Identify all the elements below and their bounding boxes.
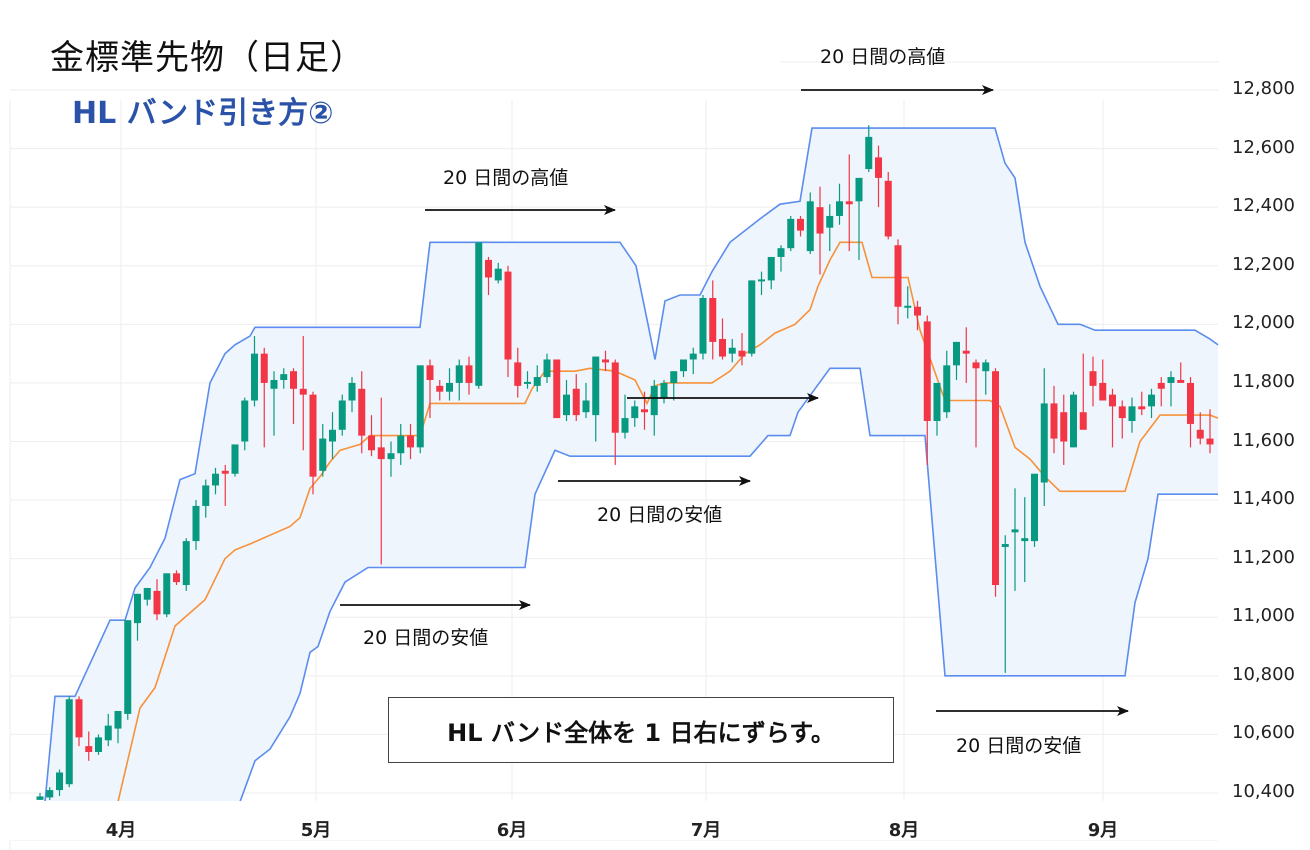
chart-title: 金標準先物（日足） bbox=[50, 38, 365, 78]
note-box: HL バンド全体を 1 日右にずらす。 bbox=[388, 697, 894, 763]
y-tick-label: 11,800 bbox=[1232, 370, 1295, 392]
annotation-arrows bbox=[340, 85, 1129, 716]
x-tick-label: 8月 bbox=[888, 820, 920, 841]
y-tick-label: 12,200 bbox=[1232, 253, 1295, 275]
y-tick-label: 10,800 bbox=[1232, 663, 1295, 685]
y-tick-label: 11,600 bbox=[1232, 429, 1295, 451]
y-tick-label: 12,000 bbox=[1232, 312, 1295, 334]
y-tick-label: 12,800 bbox=[1232, 78, 1295, 99]
y-tick-label: 11,400 bbox=[1232, 488, 1295, 510]
note-text: HL バンド全体を 1 日右にずらす。 bbox=[447, 718, 835, 747]
x-tick-label: 9月 bbox=[1087, 820, 1119, 841]
y-tick-label: 11,000 bbox=[1232, 605, 1295, 627]
y-tick-label: 12,600 bbox=[1232, 136, 1295, 158]
x-tick-label: 6月 bbox=[496, 820, 528, 841]
y-tick-label: 12,400 bbox=[1232, 195, 1295, 217]
annotation-label: 20 日間の安値 bbox=[956, 735, 1082, 757]
annotation-label: 20 日間の安値 bbox=[363, 627, 489, 649]
x-tick-label: 7月 bbox=[690, 820, 722, 841]
hl-band bbox=[10, 127, 1219, 803]
annotation-label: 20 日間の安値 bbox=[597, 504, 723, 526]
x-tick-label: 5月 bbox=[300, 820, 332, 841]
y-tick-label: 11,200 bbox=[1232, 546, 1295, 568]
x-tick-label: 4月 bbox=[105, 820, 137, 841]
y-tick-label: 10,600 bbox=[1232, 722, 1295, 744]
annotation-label: 20 日間の高値 bbox=[820, 46, 946, 68]
annotation-label: 20 日間の高値 bbox=[443, 167, 569, 189]
y-tick-label: 10,400 bbox=[1232, 781, 1295, 802]
chart-subtitle: HL バンド引き方② bbox=[72, 96, 334, 131]
